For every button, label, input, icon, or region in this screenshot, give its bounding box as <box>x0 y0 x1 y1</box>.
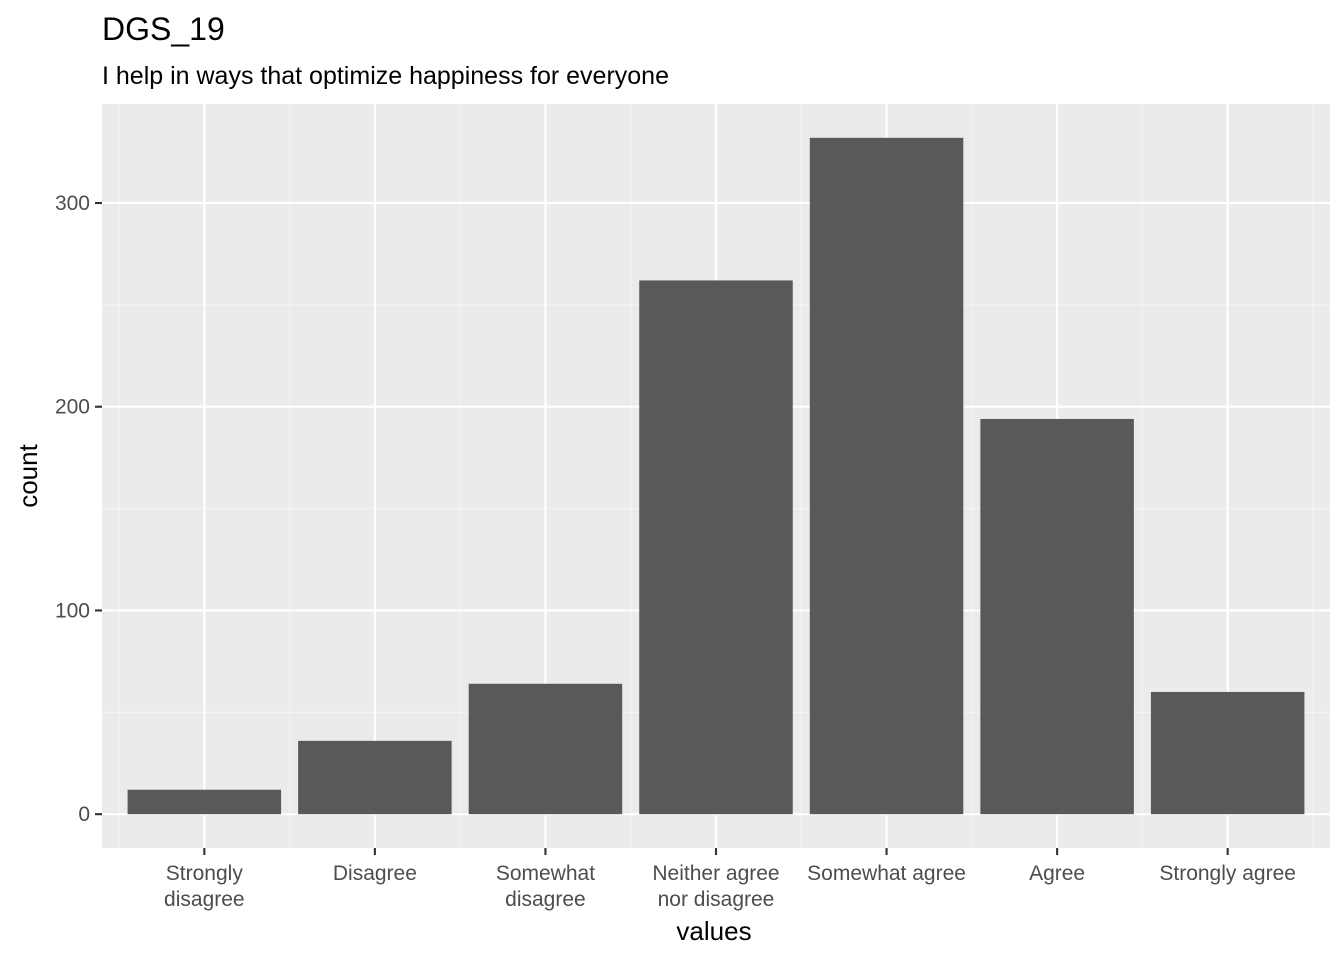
x-tick-label: Strongly disagree <box>164 862 245 911</box>
bars <box>127 137 1305 815</box>
bar <box>298 740 452 815</box>
bar <box>468 683 623 815</box>
x-tick-label: Agree <box>1029 862 1085 885</box>
chart-title: DGS_19 <box>102 11 225 47</box>
y-axis-title: count <box>13 443 43 507</box>
x-tick-label: Neither agree nor disagree <box>652 862 779 911</box>
x-axis-title: values <box>676 916 751 946</box>
y-tick-label: 0 <box>78 803 90 826</box>
y-axis: 0 100 200 300 <box>55 192 102 826</box>
x-tick-label: Strongly agree <box>1159 862 1296 885</box>
x-axis: Strongly disagree Disagree Somewhat disagree… <box>164 848 1296 911</box>
x-tick-label: Somewhat agree <box>807 862 966 885</box>
y-tick-label: 300 <box>55 192 90 215</box>
bar <box>127 789 282 815</box>
bar <box>980 418 1134 815</box>
x-tick-label: Somewhat disagree <box>496 862 595 911</box>
bar <box>1150 691 1305 815</box>
chart-subtitle: I help in ways that optimize happiness f… <box>102 62 669 90</box>
x-tick-label: Disagree <box>333 862 417 885</box>
y-tick-label: 200 <box>55 396 90 419</box>
y-tick-label: 100 <box>55 599 90 622</box>
bar <box>809 137 964 815</box>
bar <box>639 280 793 815</box>
